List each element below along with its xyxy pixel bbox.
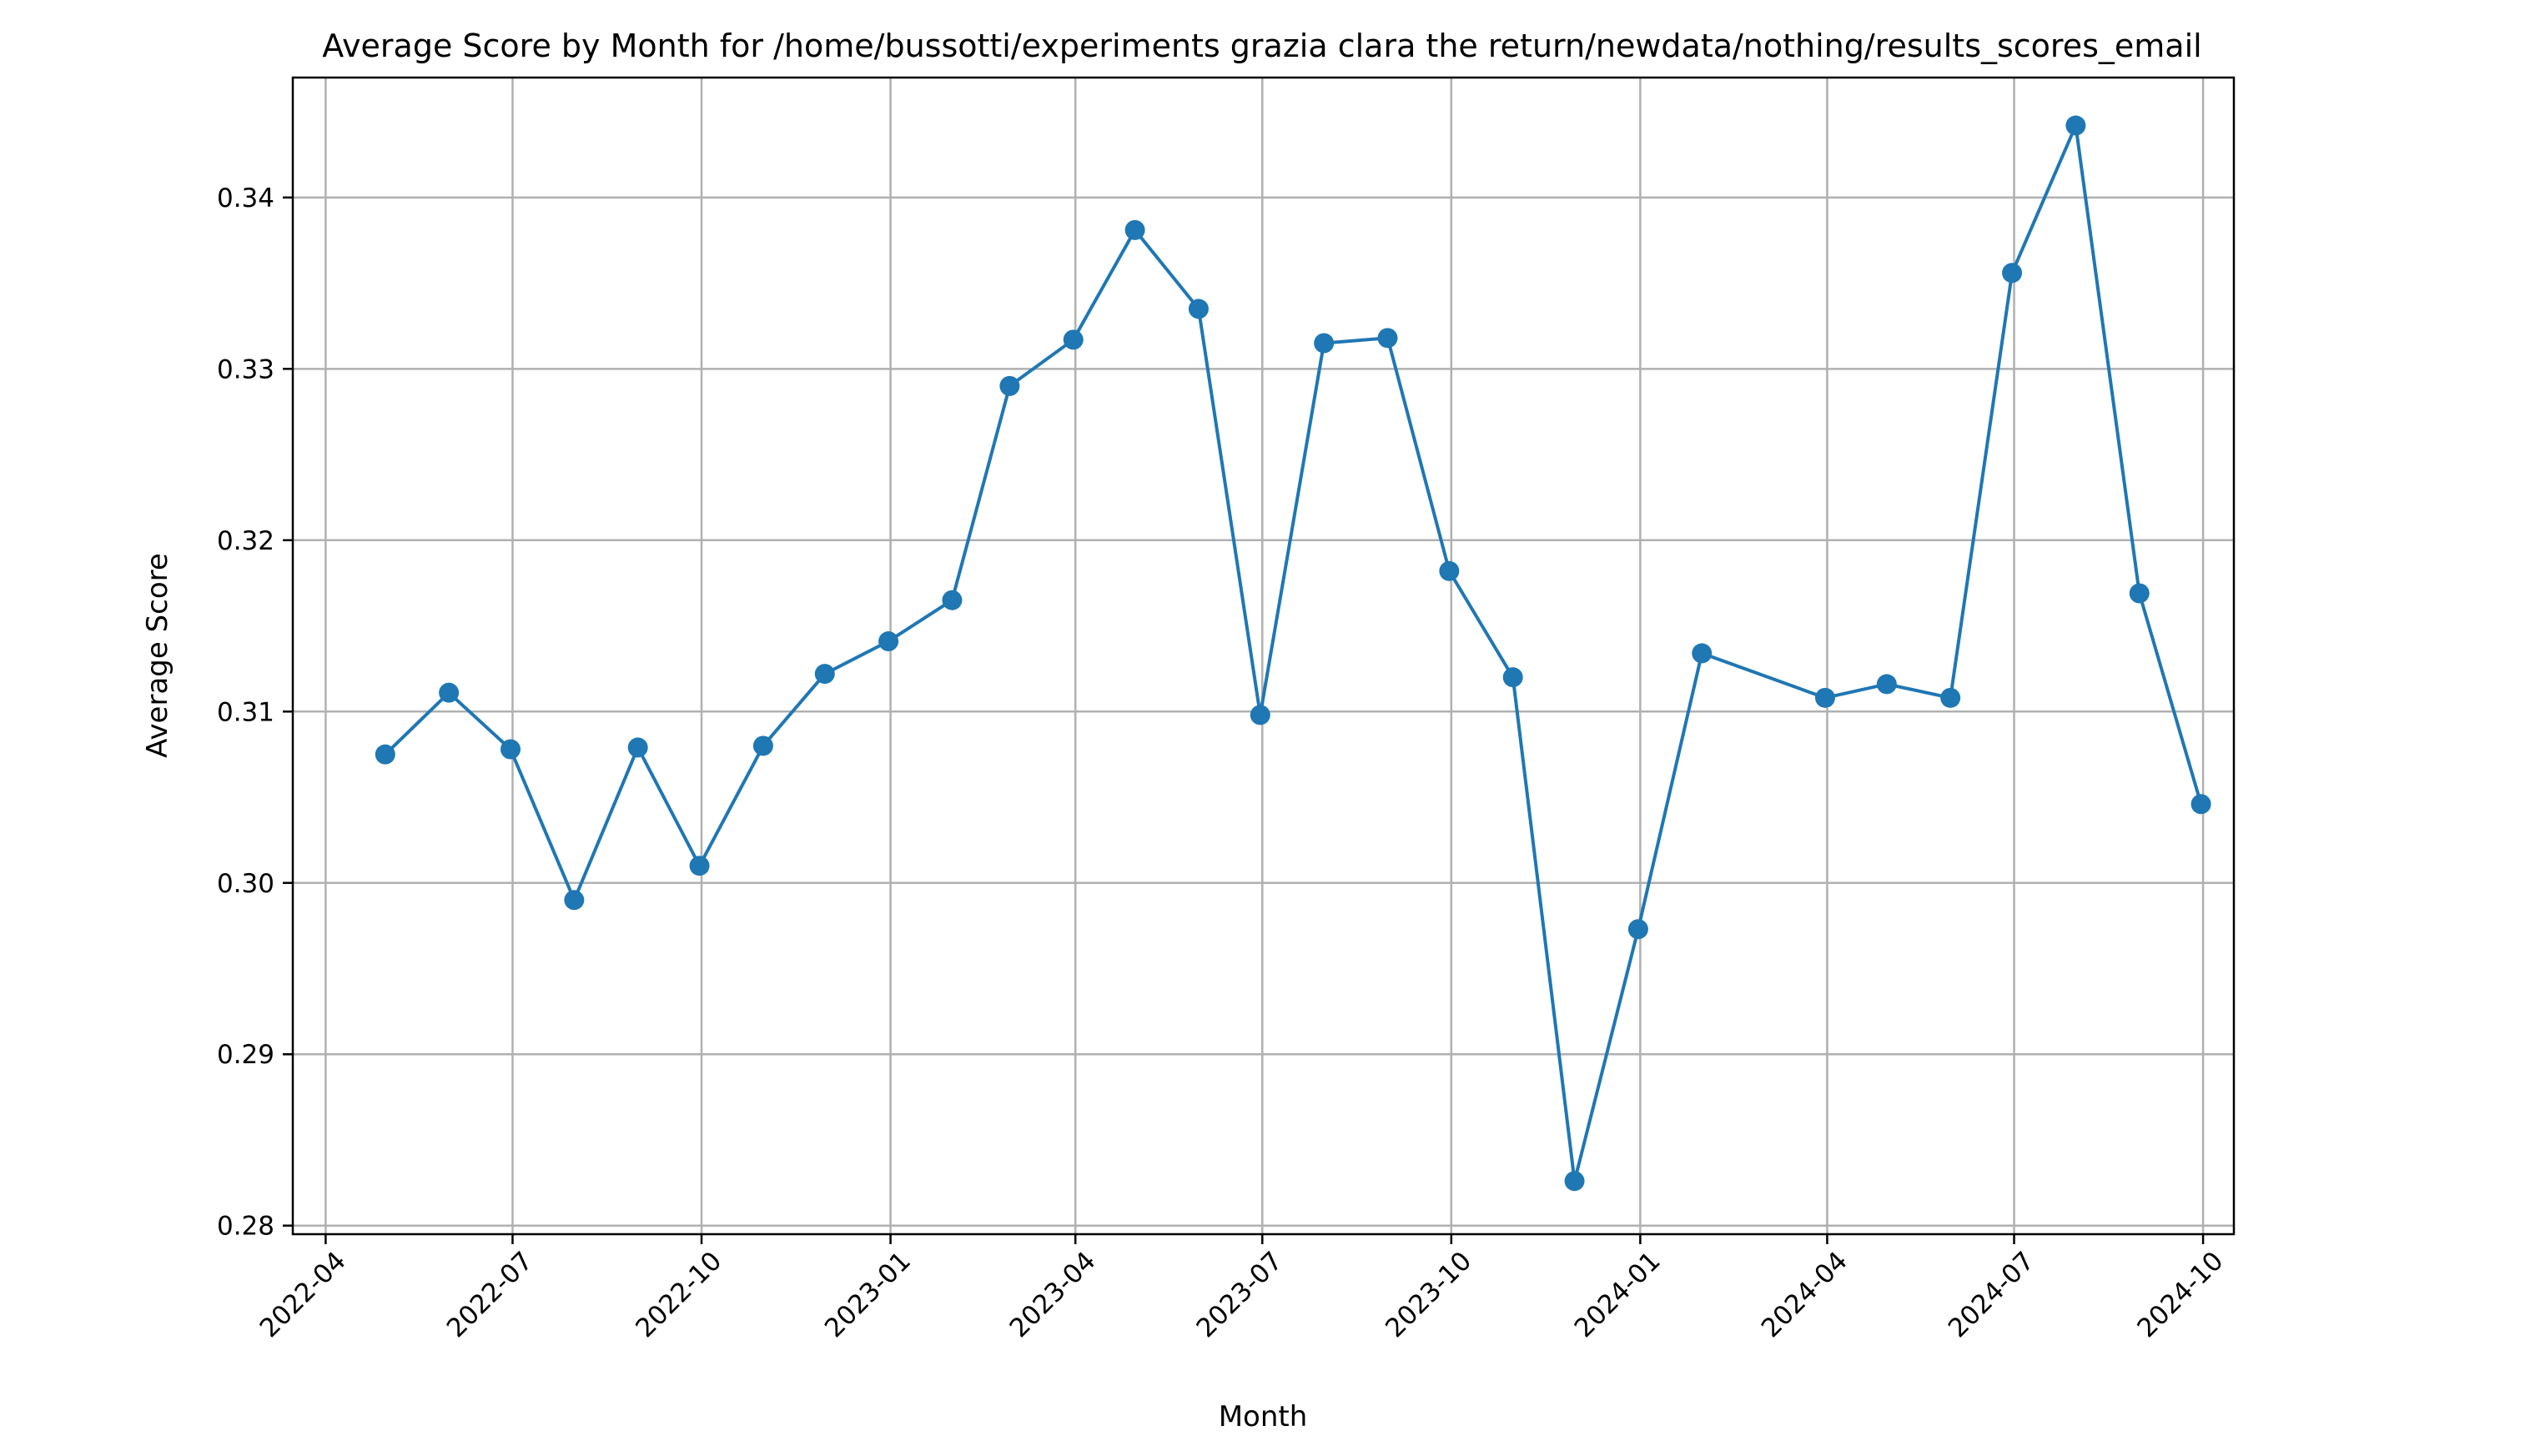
data-point xyxy=(439,682,460,703)
x-tick-label: 2024-07 xyxy=(1943,1246,2040,1343)
data-point xyxy=(1692,643,1713,664)
series-line xyxy=(384,123,2203,1183)
x-tick-label: 2024-04 xyxy=(1756,1246,1854,1343)
data-point xyxy=(2065,115,2086,136)
plot-frame xyxy=(291,76,2236,1236)
data-point xyxy=(2191,794,2211,815)
data-points xyxy=(375,115,2211,1192)
data-point xyxy=(878,631,899,652)
x-tick-label: 2023-07 xyxy=(1191,1246,1289,1343)
data-point xyxy=(1063,329,1084,350)
data-point xyxy=(375,744,395,765)
x-tick-label: 2022-10 xyxy=(630,1246,727,1343)
data-point xyxy=(1250,705,1270,725)
y-ticks: 0.28 0.29 0.30 0.31 0.32 0.33 0.34 xyxy=(217,183,293,1242)
data-point xyxy=(1502,667,1523,688)
y-tick-label: 0.31 xyxy=(217,697,274,727)
data-point xyxy=(999,375,1020,396)
x-tick-label: 2023-01 xyxy=(819,1246,917,1343)
data-point xyxy=(2129,583,2150,604)
series-path xyxy=(384,123,2203,1183)
data-point xyxy=(1188,299,1209,319)
data-point xyxy=(1377,328,1398,349)
data-point xyxy=(2002,263,2023,284)
y-tick-label: 0.34 xyxy=(217,183,274,213)
data-point xyxy=(1314,333,1335,354)
data-point xyxy=(1940,687,1961,708)
y-tick-label: 0.29 xyxy=(217,1040,274,1070)
y-axis-label: Average Score xyxy=(141,553,174,758)
y-tick-label: 0.30 xyxy=(217,869,274,899)
data-point xyxy=(1564,1171,1585,1192)
x-tick-label: 2022-07 xyxy=(441,1246,539,1343)
x-tick-label: 2024-01 xyxy=(1569,1246,1667,1343)
data-point xyxy=(1814,687,1835,708)
y-tick-label: 0.28 xyxy=(217,1212,274,1242)
data-point xyxy=(1439,560,1460,581)
data-point xyxy=(752,736,773,756)
data-point xyxy=(942,590,963,610)
chart-title: Average Score by Month for /home/bussott… xyxy=(322,28,2201,64)
x-axis-label: Month xyxy=(1219,1400,1308,1433)
x-tick-label: 2023-10 xyxy=(1380,1246,1477,1343)
data-point xyxy=(500,739,521,760)
data-point xyxy=(564,890,585,911)
x-tick-label: 2024-10 xyxy=(2131,1246,2229,1343)
y-tick-label: 0.32 xyxy=(217,526,274,556)
data-point xyxy=(627,737,648,758)
x-tick-label: 2023-04 xyxy=(1004,1246,1102,1343)
data-point xyxy=(814,664,835,685)
data-point xyxy=(1124,219,1145,240)
y-tick-label: 0.33 xyxy=(217,354,274,384)
data-point xyxy=(1627,919,1648,940)
x-tick-label: 2022-04 xyxy=(254,1246,352,1343)
x-ticks: 2022-04 2022-07 2022-10 2023-01 2023-04 2023-… xyxy=(254,1234,2229,1343)
grid-lines xyxy=(293,78,2234,1234)
data-point xyxy=(1876,674,1897,695)
data-point xyxy=(689,856,710,876)
